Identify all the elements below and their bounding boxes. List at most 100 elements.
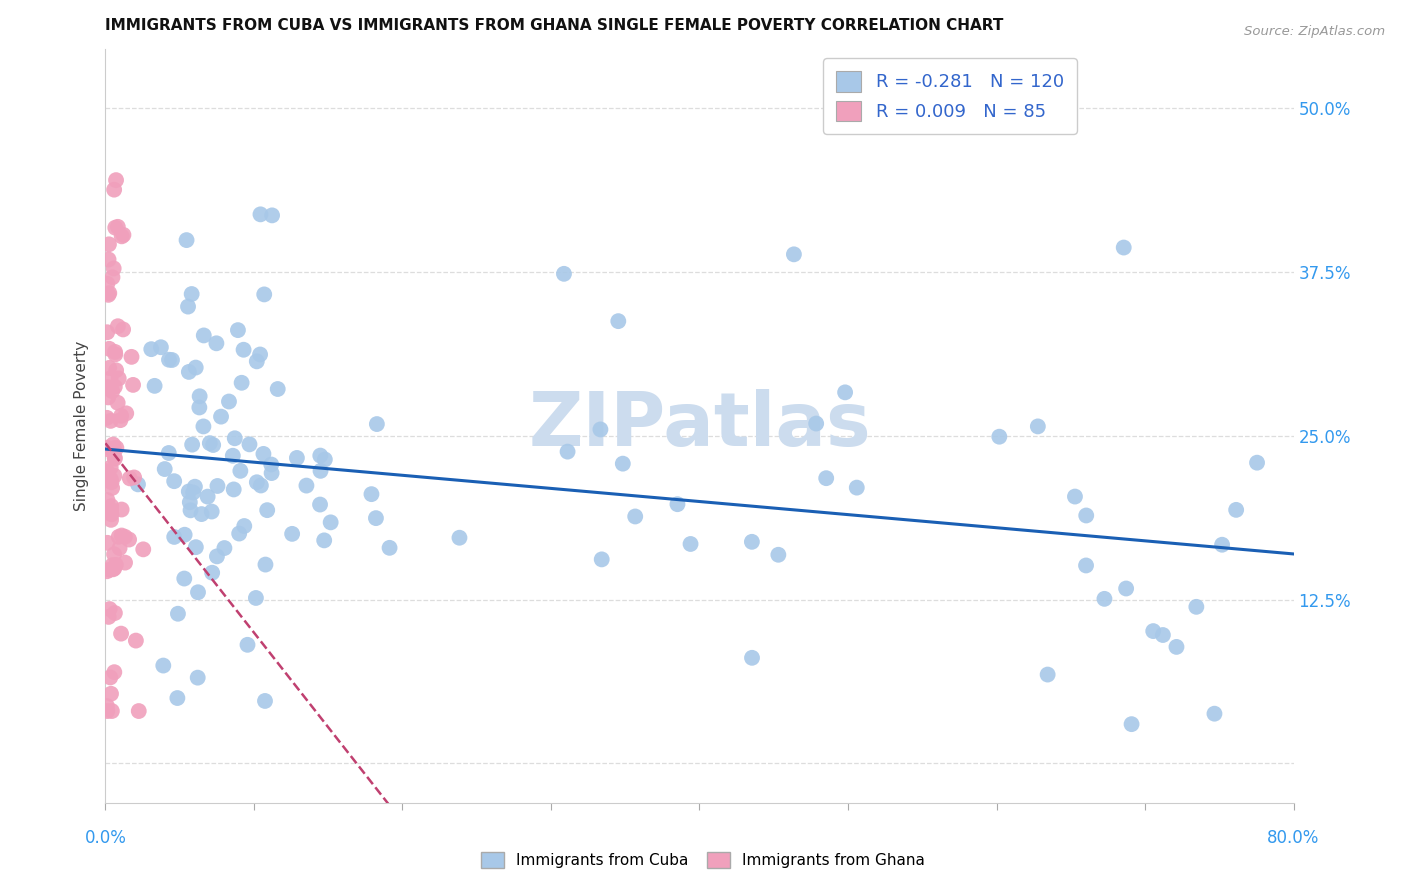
Point bbox=[1185, 599, 1208, 614]
Point bbox=[107, 371, 129, 385]
Point bbox=[104, 220, 127, 235]
Point bbox=[202, 438, 225, 452]
Point bbox=[104, 380, 127, 394]
Point bbox=[118, 471, 141, 485]
Point bbox=[187, 585, 209, 599]
Point bbox=[607, 314, 630, 328]
Point bbox=[104, 450, 127, 465]
Point bbox=[246, 475, 269, 490]
Point bbox=[193, 419, 215, 434]
Point bbox=[184, 540, 207, 554]
Point bbox=[100, 460, 122, 475]
Point bbox=[179, 495, 201, 509]
Point bbox=[110, 528, 132, 542]
Point bbox=[319, 516, 342, 530]
Point bbox=[176, 233, 198, 247]
Point bbox=[624, 509, 647, 524]
Point bbox=[101, 270, 124, 285]
Point bbox=[1225, 503, 1247, 517]
Text: 80.0%: 80.0% bbox=[1267, 829, 1320, 847]
Point bbox=[309, 498, 332, 512]
Point bbox=[103, 561, 125, 575]
Point bbox=[197, 490, 219, 504]
Point bbox=[295, 478, 318, 492]
Point bbox=[177, 484, 200, 499]
Point bbox=[152, 658, 174, 673]
Point bbox=[988, 430, 1011, 444]
Point bbox=[98, 342, 121, 356]
Point bbox=[132, 542, 155, 557]
Point bbox=[591, 552, 613, 566]
Point bbox=[105, 441, 128, 455]
Point bbox=[366, 417, 388, 431]
Point bbox=[768, 548, 790, 562]
Point bbox=[253, 287, 276, 301]
Point bbox=[184, 480, 207, 494]
Point bbox=[1115, 582, 1137, 596]
Point bbox=[100, 502, 122, 516]
Point bbox=[1026, 419, 1049, 434]
Point bbox=[1142, 624, 1164, 639]
Point bbox=[232, 343, 254, 357]
Point bbox=[262, 208, 284, 222]
Point bbox=[245, 591, 267, 605]
Point bbox=[783, 247, 806, 261]
Point bbox=[233, 519, 256, 533]
Point bbox=[1166, 640, 1188, 654]
Point bbox=[100, 687, 122, 701]
Point bbox=[107, 319, 129, 334]
Point bbox=[228, 526, 250, 541]
Point bbox=[114, 556, 136, 570]
Point bbox=[108, 541, 131, 555]
Point bbox=[1246, 456, 1268, 470]
Point bbox=[96, 442, 118, 457]
Point bbox=[1152, 628, 1174, 642]
Point bbox=[249, 347, 271, 361]
Point bbox=[1204, 706, 1226, 721]
Point bbox=[612, 457, 634, 471]
Point bbox=[666, 497, 689, 511]
Point bbox=[249, 207, 271, 221]
Point bbox=[111, 229, 134, 244]
Point bbox=[314, 533, 336, 548]
Point bbox=[205, 336, 228, 351]
Point bbox=[201, 504, 224, 518]
Point bbox=[207, 479, 229, 493]
Point bbox=[103, 261, 125, 276]
Point bbox=[1064, 490, 1087, 504]
Point bbox=[97, 391, 120, 405]
Point bbox=[118, 533, 141, 547]
Point bbox=[149, 340, 172, 354]
Point bbox=[815, 471, 838, 485]
Point bbox=[96, 441, 118, 455]
Point bbox=[98, 360, 121, 375]
Point bbox=[553, 267, 575, 281]
Point bbox=[98, 286, 121, 301]
Point bbox=[98, 602, 121, 616]
Point bbox=[378, 541, 401, 555]
Point bbox=[101, 704, 124, 718]
Point bbox=[96, 536, 118, 550]
Point bbox=[105, 363, 128, 377]
Point bbox=[222, 449, 245, 463]
Point bbox=[141, 342, 163, 356]
Point bbox=[267, 382, 290, 396]
Point bbox=[122, 378, 145, 392]
Point bbox=[100, 371, 122, 385]
Point bbox=[246, 354, 269, 368]
Point bbox=[173, 572, 195, 586]
Text: Source: ZipAtlas.com: Source: ZipAtlas.com bbox=[1244, 25, 1385, 38]
Point bbox=[122, 470, 145, 484]
Point bbox=[160, 353, 183, 368]
Point bbox=[96, 493, 118, 508]
Point bbox=[236, 638, 259, 652]
Point bbox=[364, 511, 387, 525]
Point bbox=[100, 381, 122, 395]
Point bbox=[97, 252, 120, 267]
Point bbox=[103, 468, 125, 483]
Point bbox=[112, 322, 135, 336]
Text: 0.0%: 0.0% bbox=[84, 829, 127, 847]
Point bbox=[218, 394, 240, 409]
Point bbox=[104, 345, 127, 359]
Point bbox=[96, 564, 118, 578]
